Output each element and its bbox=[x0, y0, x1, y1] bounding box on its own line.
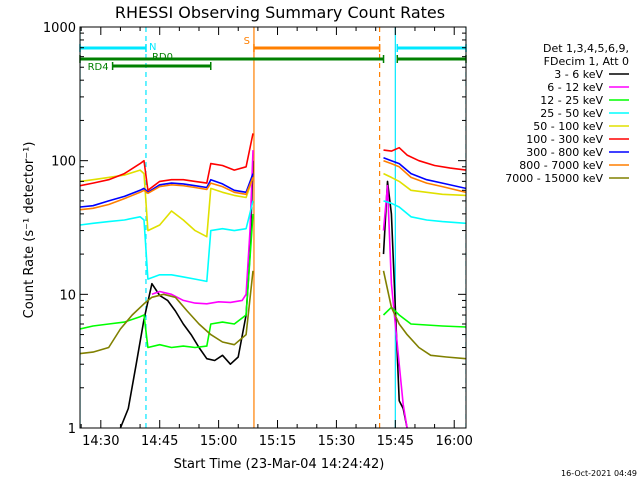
x-tick-label: 14:30 bbox=[82, 434, 119, 449]
legend-header: FDecim 1, Att 0 bbox=[544, 55, 629, 68]
status-bar-label: N bbox=[149, 42, 156, 53]
series-line bbox=[80, 213, 254, 349]
x-tick-label: 14:45 bbox=[141, 434, 178, 449]
series-line bbox=[382, 270, 466, 360]
series-line bbox=[151, 150, 254, 305]
legend-label: 3 - 6 keV bbox=[554, 68, 603, 81]
legend-label: 12 - 25 keV bbox=[540, 94, 603, 107]
footer-timestamp: 16-Oct-2021 04:49 bbox=[561, 469, 637, 478]
legend-label: 100 - 300 keV bbox=[526, 133, 603, 146]
series-line bbox=[383, 200, 466, 225]
status-bar-label: RD4 bbox=[88, 62, 109, 73]
legend-header: Det 1,3,4,5,6,9, bbox=[543, 42, 629, 55]
x-tick-label: 15:45 bbox=[377, 434, 414, 449]
x-tick-label: 15:00 bbox=[200, 434, 237, 449]
status-bar-label: RD0 bbox=[152, 52, 173, 63]
y-tick-label: 1 bbox=[68, 422, 76, 437]
chart-title: RHESSI Observing Summary Count Rates bbox=[115, 3, 445, 22]
status-bar-label: S bbox=[244, 36, 250, 47]
plot-frame bbox=[79, 26, 467, 429]
y-tick-label: 1000 bbox=[43, 21, 76, 36]
series-line bbox=[80, 173, 254, 208]
y-tick-label: 100 bbox=[51, 155, 76, 170]
legend-label: 50 - 100 keV bbox=[533, 120, 603, 133]
series-line bbox=[119, 160, 254, 428]
series-line bbox=[383, 157, 466, 190]
series-line bbox=[80, 270, 254, 355]
legend-label: 6 - 12 keV bbox=[547, 81, 603, 94]
y-axis-label: Count Rate (s⁻¹ detector⁻¹) bbox=[22, 142, 37, 319]
series-line bbox=[80, 177, 254, 211]
legend-label: 800 - 7000 keV bbox=[519, 159, 603, 172]
x-axis-label: Start Time (23-Mar-04 14:24:42) bbox=[174, 457, 385, 472]
series-line bbox=[80, 200, 254, 283]
x-tick-label: 15:30 bbox=[318, 434, 355, 449]
series-line bbox=[383, 146, 466, 171]
series-line bbox=[383, 172, 466, 197]
legend-label: 7000 - 15000 keV bbox=[505, 172, 603, 185]
legend-label: 25 - 50 keV bbox=[540, 107, 603, 120]
series-line bbox=[80, 133, 254, 192]
series-line bbox=[382, 184, 408, 428]
y-tick-label: 10 bbox=[59, 288, 76, 303]
series-line bbox=[383, 159, 466, 194]
x-tick-label: 16:00 bbox=[435, 434, 472, 449]
x-tick-label: 15:15 bbox=[259, 434, 296, 449]
legend-label: 300 - 800 keV bbox=[526, 146, 603, 159]
